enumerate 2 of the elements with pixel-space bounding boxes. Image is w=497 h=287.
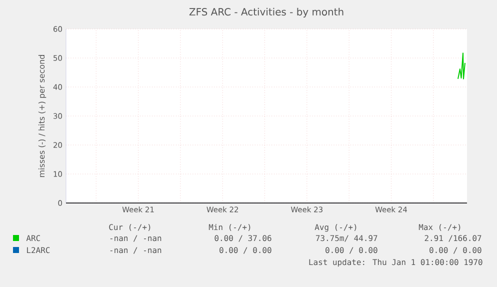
- chart-title: ZFS ARC - Activities - by month: [189, 8, 344, 18]
- line-series: [457, 52, 466, 80]
